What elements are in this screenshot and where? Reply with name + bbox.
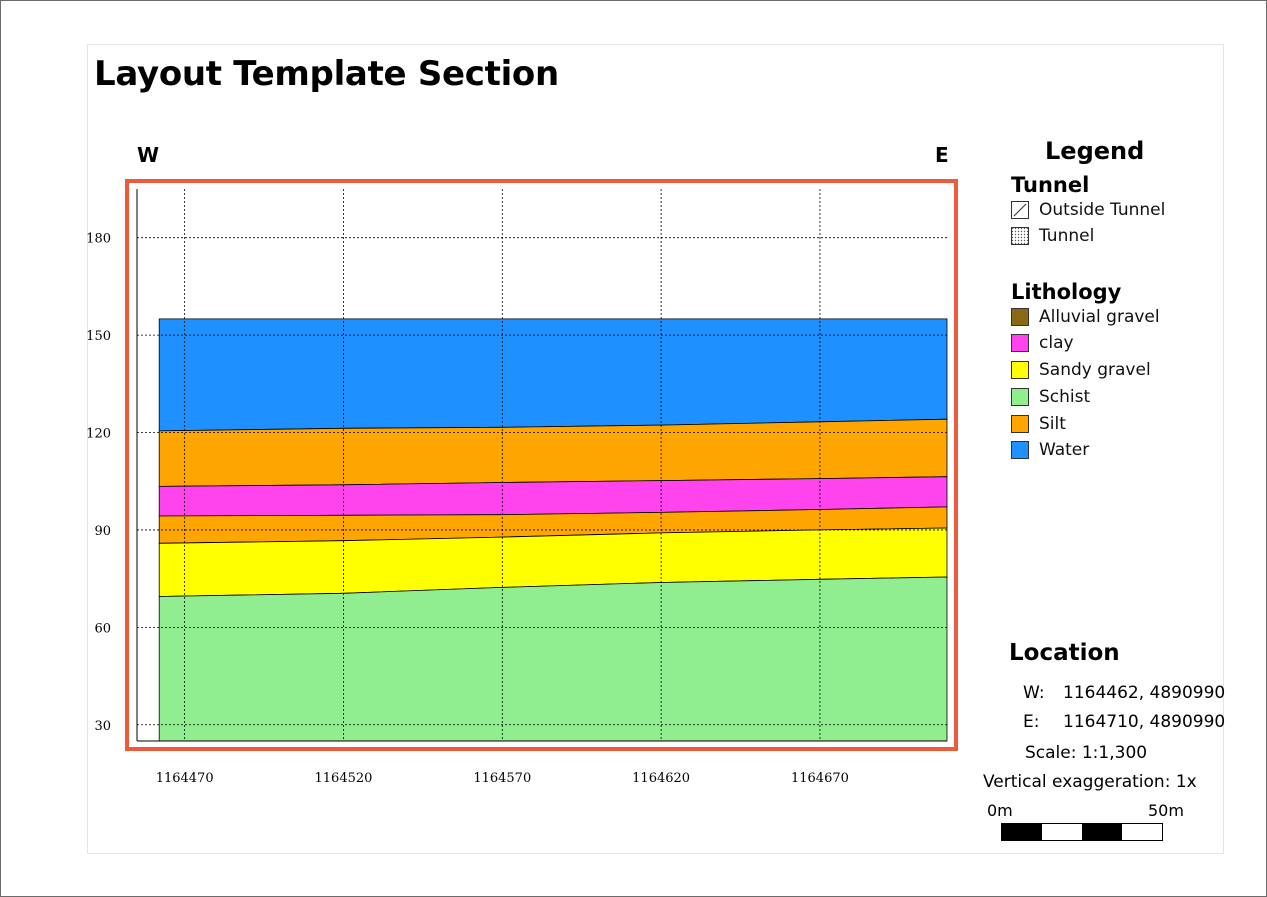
west-label: W: [137, 143, 160, 167]
x-tick-label: 1164670: [791, 771, 849, 786]
tunnel-swatch-icon: [1011, 227, 1029, 245]
location-w-coords: 1164462, 4890990: [1063, 683, 1226, 703]
legend-label: Tunnel: [1039, 226, 1095, 246]
east-label: E: [935, 143, 949, 167]
scale-text: Scale: 1:1,300: [1025, 743, 1148, 763]
y-tick-label: 150: [86, 329, 111, 344]
legend-label: Sandy gravel: [1039, 360, 1151, 380]
legend-item-silt: Silt: [1011, 413, 1066, 435]
chart-selection-frame[interactable]: [125, 179, 958, 751]
y-tick-label: 30: [94, 719, 111, 734]
y-tick-label: 180: [86, 232, 111, 247]
x-tick-label: 1164470: [156, 771, 214, 786]
legend-label: Alluvial gravel: [1039, 307, 1160, 327]
location-title: Location: [1009, 640, 1120, 666]
legend-title: Legend: [1045, 137, 1145, 165]
legend-swatch: [1011, 415, 1029, 433]
legend-item-schist: Schist: [1011, 386, 1090, 408]
legend-item-outside-tunnel: Outside Tunnel: [1011, 199, 1165, 221]
scalebar-end-label: 50m: [1148, 801, 1184, 820]
legend-item-sandy-gravel: Sandy gravel: [1011, 359, 1151, 381]
legend-swatch: [1011, 361, 1029, 379]
x-tick-label: 1164620: [632, 771, 690, 786]
x-tick-label: 1164570: [473, 771, 531, 786]
legend-swatch: [1011, 441, 1029, 459]
scale-bar: [1001, 823, 1163, 841]
scalebar-start-label: 0m: [987, 801, 1013, 820]
legend-item-clay: clay: [1011, 332, 1074, 354]
legend-label: Outside Tunnel: [1039, 200, 1166, 220]
legend-label: Silt: [1039, 414, 1066, 434]
outside-tunnel-swatch-icon: [1011, 201, 1029, 219]
legend-item-alluvial-gravel: Alluvial gravel: [1011, 306, 1160, 328]
layer-schist-5: [158, 576, 948, 742]
y-tick-label: 90: [94, 524, 111, 539]
legend-label: Water: [1039, 440, 1090, 460]
vertical-exaggeration-text: Vertical exaggeration: 1x: [983, 772, 1197, 792]
legend-label: clay: [1039, 333, 1074, 353]
legend-swatch: [1011, 308, 1029, 326]
y-tick-label: 120: [86, 427, 111, 442]
legend-group-tunnel-title: Tunnel: [1011, 173, 1090, 197]
legend-label: Schist: [1039, 387, 1091, 407]
layer-silt-1: [158, 418, 948, 487]
legend-item-water: Water: [1011, 439, 1089, 461]
scalebar-segment: [1122, 824, 1162, 840]
location-w-label: W:: [1023, 683, 1045, 703]
scalebar-segment: [1082, 824, 1122, 840]
location-e-label: E:: [1023, 712, 1040, 732]
legend-swatch: [1011, 334, 1029, 352]
scalebar-segment: [1002, 824, 1042, 840]
layer-water-0: [158, 318, 948, 432]
x-tick-label: 1164520: [315, 771, 373, 786]
page-title: Layout Template Section: [94, 54, 559, 94]
y-tick-label: 60: [94, 621, 111, 636]
legend-item-tunnel: Tunnel: [1011, 225, 1094, 247]
scalebar-segment: [1042, 824, 1082, 840]
legend-swatch: [1011, 388, 1029, 406]
location-e-coords: 1164710, 4890990: [1063, 712, 1226, 732]
legend-group-lithology-title: Lithology: [1011, 280, 1122, 304]
